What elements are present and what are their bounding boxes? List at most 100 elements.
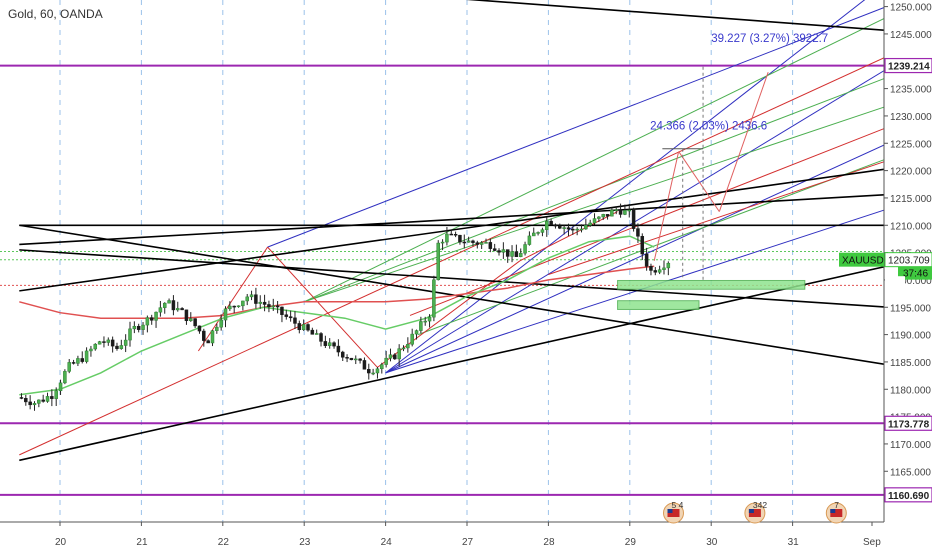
candle-body bbox=[531, 232, 536, 237]
candle-body bbox=[384, 357, 388, 365]
candle-body bbox=[653, 270, 658, 273]
candle-body bbox=[210, 330, 215, 344]
candle-body bbox=[627, 209, 632, 212]
price-tick-label: 1235.000 bbox=[890, 85, 932, 96]
candle-body bbox=[571, 228, 575, 231]
candle-body bbox=[293, 317, 297, 324]
ema-fast-line bbox=[19, 235, 655, 396]
candle-body bbox=[471, 240, 475, 243]
green-fan-line bbox=[303, 18, 884, 303]
candle-body bbox=[37, 399, 41, 404]
candle-body bbox=[558, 225, 562, 229]
candle-body bbox=[275, 305, 280, 308]
candle-body bbox=[106, 339, 111, 343]
time-tick-label: 20 bbox=[55, 537, 67, 548]
candle-body bbox=[592, 218, 597, 224]
candle-body bbox=[358, 358, 362, 361]
black-trend-line bbox=[465, 0, 884, 31]
candle-body bbox=[76, 358, 80, 364]
candle-body bbox=[553, 224, 558, 227]
candle-body bbox=[475, 242, 480, 245]
candle-body bbox=[649, 266, 653, 271]
price-mask bbox=[885, 276, 905, 291]
candle-body bbox=[149, 317, 154, 321]
candle-body bbox=[306, 324, 310, 331]
plot-area: 39.227 (3.27%) 3922.7 24.366 (2.03%) 2436… bbox=[0, 0, 884, 522]
candle-body bbox=[523, 244, 527, 254]
candle-body bbox=[367, 369, 371, 374]
candle-body bbox=[41, 399, 45, 402]
time-tick-label: 29 bbox=[625, 537, 637, 548]
candle-body bbox=[158, 307, 163, 313]
candle-body bbox=[536, 232, 540, 234]
candle-body bbox=[132, 325, 137, 330]
candle-body bbox=[80, 358, 84, 362]
price-tick-label: 1185.000 bbox=[890, 358, 931, 369]
candle-body bbox=[19, 397, 24, 399]
candle-body bbox=[297, 323, 302, 331]
blue-channel-line bbox=[385, 70, 884, 374]
candle-body bbox=[193, 318, 197, 327]
candle-body bbox=[362, 360, 367, 370]
candle-body bbox=[189, 318, 193, 322]
candle-body bbox=[423, 320, 427, 323]
candle-body bbox=[67, 362, 71, 372]
event-label: 7 bbox=[834, 500, 839, 510]
candle-body bbox=[180, 308, 184, 311]
flag-canton bbox=[830, 509, 836, 513]
ticker-label-box bbox=[839, 252, 884, 267]
red-zigzag-line bbox=[377, 260, 521, 368]
candle-body bbox=[419, 321, 423, 331]
candle-body bbox=[588, 222, 592, 226]
candle-body bbox=[89, 348, 93, 352]
red-fan-line bbox=[409, 128, 884, 316]
candle-body bbox=[267, 304, 271, 308]
price-tick-label: 1250.000 bbox=[890, 3, 932, 14]
candle-body bbox=[345, 357, 349, 359]
candle-body bbox=[58, 382, 63, 392]
candle-body bbox=[314, 333, 319, 335]
level-price-label-box bbox=[884, 487, 932, 503]
candle-body bbox=[206, 340, 210, 344]
candle-body bbox=[63, 371, 67, 384]
candle-body bbox=[110, 339, 115, 347]
candle-body bbox=[301, 324, 306, 331]
candle-body bbox=[393, 354, 397, 360]
candle-body bbox=[197, 325, 202, 332]
candle-body bbox=[666, 262, 671, 269]
candle-body bbox=[432, 279, 436, 318]
candle-body bbox=[84, 350, 89, 362]
candle-body bbox=[510, 251, 514, 257]
candle-body bbox=[631, 209, 636, 229]
candle-body bbox=[336, 345, 341, 353]
candle-body bbox=[154, 311, 158, 321]
candle-body bbox=[458, 234, 462, 243]
candle-body bbox=[623, 210, 627, 215]
candle-body bbox=[579, 228, 584, 231]
candle-body bbox=[93, 343, 98, 350]
price-tick-label: 1220.000 bbox=[890, 167, 932, 178]
price-tick-label: 1230.000 bbox=[890, 112, 932, 123]
level-price-label-box bbox=[884, 415, 932, 431]
measure-annotation: 24.366 (2.03%) 2436.6 bbox=[650, 121, 767, 133]
time-axis: 20 21 22 23 24 27 28 29 30 31 Sep bbox=[0, 521, 932, 550]
time-tick-label: 27 bbox=[462, 537, 474, 548]
candle-body bbox=[354, 358, 358, 361]
flag-canton bbox=[667, 509, 673, 513]
candle-body bbox=[119, 345, 124, 349]
candle-body bbox=[332, 342, 336, 347]
green-fan-line bbox=[304, 78, 884, 303]
price-tick-label: 1180.000 bbox=[890, 385, 931, 396]
candle-body bbox=[501, 249, 506, 253]
green-fan-line bbox=[417, 159, 884, 336]
candle-body bbox=[497, 250, 501, 253]
candle-body bbox=[97, 341, 102, 345]
price-axis: 1165.0001170.0001175.0001180.0001185.000… bbox=[839, 0, 932, 550]
candle-body bbox=[271, 305, 276, 308]
time-tick-label: Sep bbox=[863, 537, 881, 548]
candle-body bbox=[566, 227, 571, 230]
candle-body bbox=[449, 233, 454, 236]
candle-body bbox=[401, 347, 406, 350]
candle-body bbox=[280, 306, 284, 315]
